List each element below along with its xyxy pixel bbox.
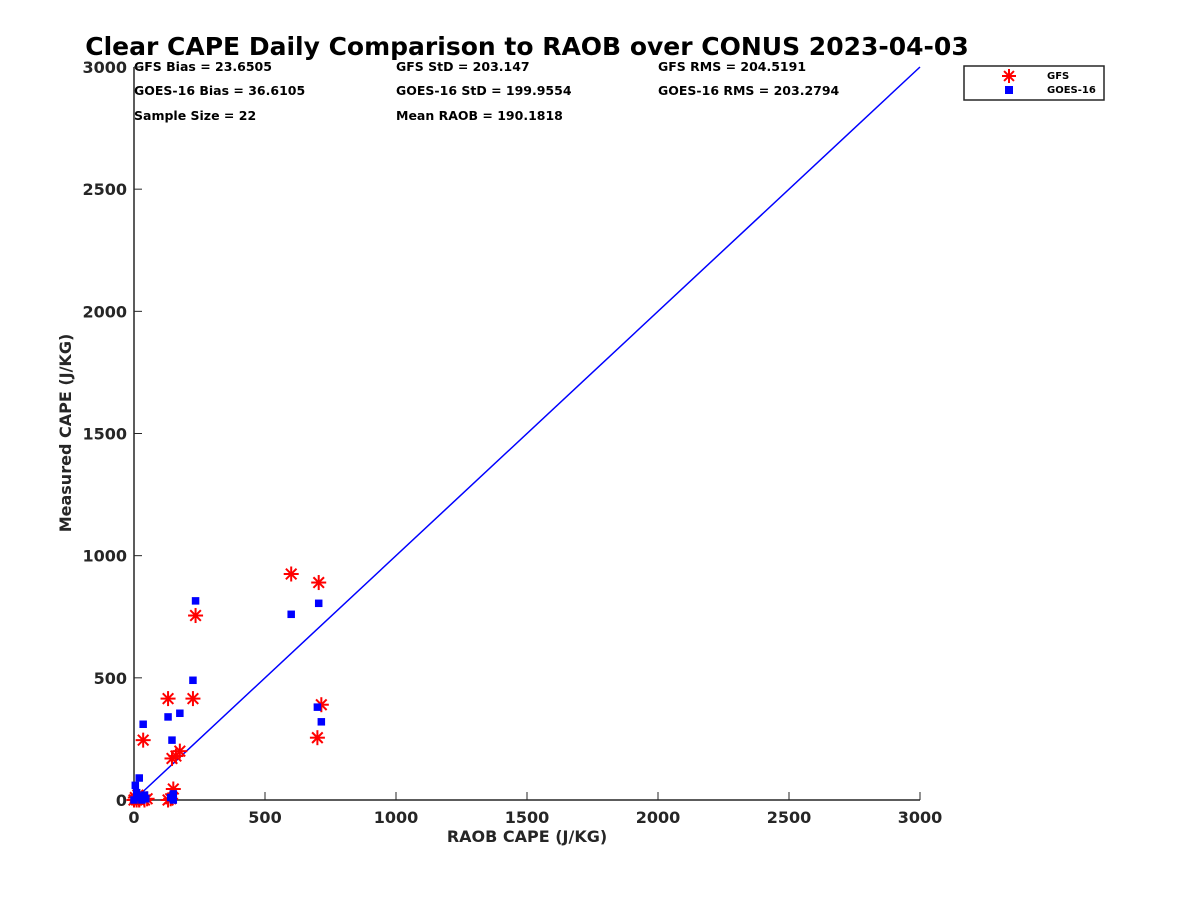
stat-goes-std: GOES-16 StD = 199.9554 [396,83,572,98]
axes: 0 500 1000 1500 2000 2500 3000 0 500 1000 1500 2000… [82,58,942,827]
y-tick-label: 500 [94,669,127,688]
goes16-point [191,597,200,605]
goes16-point [168,736,176,744]
legend-box [963,65,1105,101]
y-tick-label: 0 [116,791,127,810]
y-tick-label: 2500 [82,180,127,199]
y-tick-label: 1000 [82,547,127,566]
goes16-point [169,796,178,804]
stat-sample-size: Sample Size = 22 [134,108,256,123]
legend-gfs-marker [1002,69,1016,83]
x-tick-label: 3000 [898,808,943,827]
gfs-point [160,691,176,707]
goes16-point [138,796,146,804]
legend-goes16-label: GOES-16 [1047,85,1096,96]
legend-gfs-label: GFS [1047,71,1069,82]
x-tick-label: 2500 [767,808,812,827]
legend-goes16-marker [1005,86,1013,94]
chart-title: Clear CAPE Daily Comparison to RAOB over… [85,32,968,61]
x-tick-label: 1000 [374,808,419,827]
y-axis-label: Measured CAPE (J/KG) [56,334,75,533]
x-tick-label: 500 [248,808,281,827]
stat-gfs-rms: GFS RMS = 204.5191 [658,59,806,74]
goes16-point [287,610,295,619]
one-to-one-line [133,66,921,801]
y-tick-label: 3000 [82,58,127,77]
x-tick-label: 2000 [636,808,681,827]
y-tick-label: 1500 [82,425,127,444]
x-tick-label: 0 [128,808,139,827]
legend-goes16-square [1005,86,1013,94]
stats-panel: GFS Bias = 23.6505 GFS StD = 203.147 GFS… [134,59,840,123]
gfs-point [135,732,151,748]
gfs-point [309,730,325,746]
stat-goes-bias: GOES-16 Bias = 36.6105 [134,83,305,98]
stat-goes-rms: GOES-16 RMS = 203.2794 [658,83,840,98]
gfs-point [283,566,299,582]
stat-mean-raob: Mean RAOB = 190.1818 [396,108,563,123]
goes16-point [176,709,184,718]
gfs-point [185,691,201,707]
gfs-point [172,743,188,759]
legend-gfs-asterisk [1002,69,1016,83]
x-tick-label: 1500 [505,808,550,827]
goes16-point [189,676,197,685]
gfs-point [311,575,327,591]
goes16-point [164,713,172,721]
y-tick-label: 2000 [82,302,127,321]
goes16-point [132,788,141,797]
goes16-point [131,781,140,790]
goes16-point [317,718,326,726]
stat-gfs-std: GFS StD = 203.147 [396,59,530,74]
goes16-point [135,774,143,782]
goes16-point [130,796,138,804]
goes16-point [313,703,322,711]
x-axis-label: RAOB CAPE (J/KG) [447,827,607,846]
gfs-point [188,608,204,624]
stat-gfs-bias: GFS Bias = 23.6505 [134,59,272,74]
goes16-point [139,720,147,729]
legend: GFS GOES-16 [963,65,1105,101]
data-points [126,566,329,808]
goes16-point [140,791,149,799]
reference-line [133,66,921,801]
goes16-point [314,599,323,608]
